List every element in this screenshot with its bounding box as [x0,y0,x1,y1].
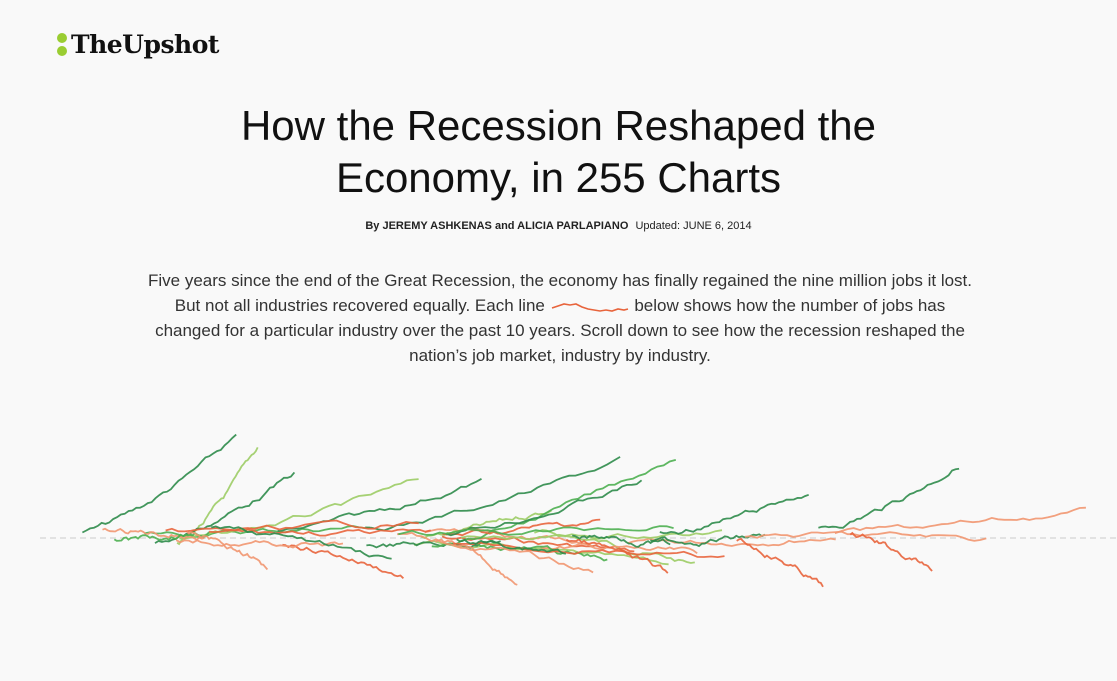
industry-line[interactable] [397,531,594,574]
updated-date: Updated: JUNE 6, 2014 [635,220,752,232]
industry-line[interactable] [659,493,809,535]
byline-authors: By JEREMY ASHKENAS and ALICIA PARLAPIANO [365,220,629,232]
two-dot-logo-icon [57,33,67,56]
logo-text: TheUpshot [71,30,219,59]
industry-line[interactable] [424,527,594,548]
industry-line[interactable] [175,539,344,549]
industry-line[interactable] [113,531,210,542]
industry-line[interactable] [442,518,601,537]
byline: By JEREMY ASHKENAS and ALICIA PARLAPIANO… [0,220,1117,232]
industry-line[interactable] [565,538,669,574]
industry-line[interactable] [736,537,824,588]
industry-line[interactable] [186,531,269,571]
industry-line[interactable] [165,519,419,533]
industry-line[interactable] [834,506,1086,535]
industry-line[interactable] [453,541,725,559]
industry-line[interactable] [282,543,405,579]
industry-line[interactable] [431,459,677,548]
industry-line[interactable] [434,538,518,586]
industry-line[interactable] [744,530,987,542]
headline-line-1: How the Recession Reshaped the [240,102,877,149]
industry-line[interactable] [849,531,933,572]
headline-line-2: Economy, in 255 Charts [335,154,782,201]
industry-line[interactable] [277,478,482,532]
intro-paragraph: Five years since the end of the Great Re… [140,268,980,368]
industry-line[interactable] [211,525,392,560]
industry-line[interactable] [365,456,621,532]
industry-line[interactable] [456,538,567,555]
industry-line[interactable] [627,537,836,547]
industry-line[interactable] [818,467,960,529]
industry-line[interactable] [398,525,674,536]
industry-line[interactable] [572,534,671,548]
industry-line[interactable] [102,527,205,541]
industry-line[interactable] [445,479,643,537]
intro-text-before: Five years since the end of the Great Re… [148,271,972,315]
intro-text-after: below shows how the number of jobs has c… [155,296,965,365]
industry-line[interactable] [539,543,698,555]
industry-line[interactable] [81,433,237,534]
headline: How the Recession Reshaped the Economy, … [0,100,1117,204]
upshot-logo[interactable]: TheUpshot [57,30,219,59]
sample-line-icon [551,302,628,312]
industry-lines-chart[interactable] [0,420,1117,670]
